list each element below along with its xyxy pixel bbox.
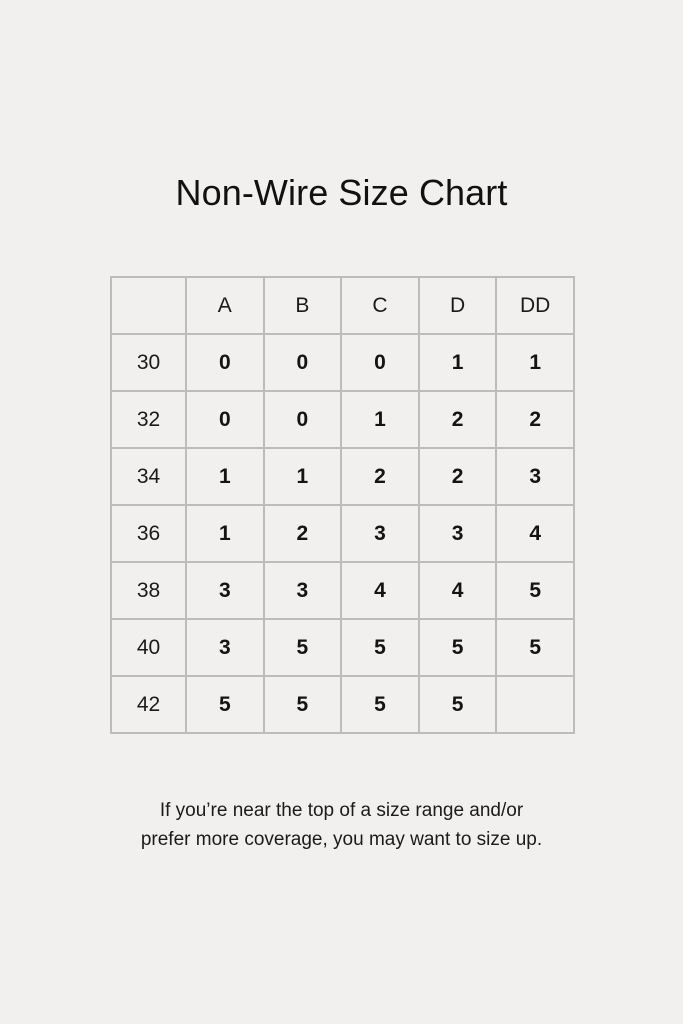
- cell-30-d: 1: [417, 333, 498, 392]
- row-header-32: 32: [110, 390, 187, 449]
- cell-32-a: 0: [185, 390, 265, 449]
- row-header-38: 38: [110, 561, 187, 620]
- column-header-b: B: [262, 276, 343, 335]
- cell-40-a: 3: [185, 618, 265, 677]
- cell-32-d: 2: [417, 390, 498, 449]
- table-head: A B C D DD: [110, 276, 575, 335]
- cell-36-d: 3: [417, 504, 498, 563]
- table-header-row: A B C D DD: [110, 276, 575, 335]
- page-title: Non-Wire Size Chart: [175, 172, 508, 213]
- table-row: 36 1 2 3 3 4: [110, 504, 575, 563]
- cell-34-d: 2: [417, 447, 498, 506]
- cell-42-c: 5: [340, 675, 420, 734]
- cell-40-c: 5: [340, 618, 420, 677]
- row-header-42: 42: [110, 675, 187, 734]
- cell-34-c: 2: [340, 447, 420, 506]
- table-corner-cell: [110, 276, 187, 335]
- size-up-note-line-1: If you’re near the top of a size range a…: [159, 800, 524, 821]
- size-up-note: If you’re near the top of a size range a…: [0, 796, 683, 854]
- cell-32-dd: 2: [495, 390, 575, 449]
- cell-42-dd: [495, 675, 575, 734]
- cell-38-dd: 5: [495, 561, 575, 620]
- cell-30-dd: 1: [495, 333, 575, 392]
- cell-34-dd: 3: [495, 447, 575, 506]
- table-row: 40 3 5 5 5 5: [110, 618, 575, 677]
- cell-34-a: 1: [185, 447, 265, 506]
- table-body: 30 0 0 0 1 1 32 0 0 1 2 2 34 1: [110, 333, 575, 734]
- column-header-dd: DD: [495, 276, 575, 335]
- cell-42-a: 5: [185, 675, 265, 734]
- table-row: 32 0 0 1 2 2: [110, 390, 575, 449]
- row-header-40: 40: [110, 618, 187, 677]
- cell-40-d: 5: [417, 618, 498, 677]
- column-header-a: A: [185, 276, 265, 335]
- column-header-c: C: [340, 276, 420, 335]
- cell-42-b: 5: [262, 675, 343, 734]
- row-header-36: 36: [110, 504, 187, 563]
- cell-40-dd: 5: [495, 618, 575, 677]
- size-up-note-line-2: prefer more coverage, you may want to si…: [140, 829, 543, 850]
- column-header-d: D: [417, 276, 498, 335]
- cell-38-b: 3: [262, 561, 343, 620]
- size-chart-table: A B C D DD 30 0 0 0 1 1 32 0: [110, 276, 575, 734]
- cell-36-dd: 4: [495, 504, 575, 563]
- cell-30-a: 0: [185, 333, 265, 392]
- table-row: 34 1 1 2 2 3: [110, 447, 575, 506]
- size-chart-table-container: A B C D DD 30 0 0 0 1 1 32 0: [110, 276, 575, 734]
- cell-30-b: 0: [262, 333, 343, 392]
- cell-30-c: 0: [340, 333, 420, 392]
- row-header-34: 34: [110, 447, 187, 506]
- cell-34-b: 1: [262, 447, 343, 506]
- cell-38-d: 4: [417, 561, 498, 620]
- cell-36-b: 2: [262, 504, 343, 563]
- table-row: 30 0 0 0 1 1: [110, 333, 575, 392]
- cell-40-b: 5: [262, 618, 343, 677]
- cell-32-b: 0: [262, 390, 343, 449]
- cell-38-a: 3: [185, 561, 265, 620]
- cell-36-c: 3: [340, 504, 420, 563]
- row-header-30: 30: [110, 333, 187, 392]
- cell-38-c: 4: [340, 561, 420, 620]
- cell-32-c: 1: [340, 390, 420, 449]
- cell-36-a: 1: [185, 504, 265, 563]
- table-row: 38 3 3 4 4 5: [110, 561, 575, 620]
- table-row: 42 5 5 5 5: [110, 675, 575, 734]
- cell-42-d: 5: [417, 675, 498, 734]
